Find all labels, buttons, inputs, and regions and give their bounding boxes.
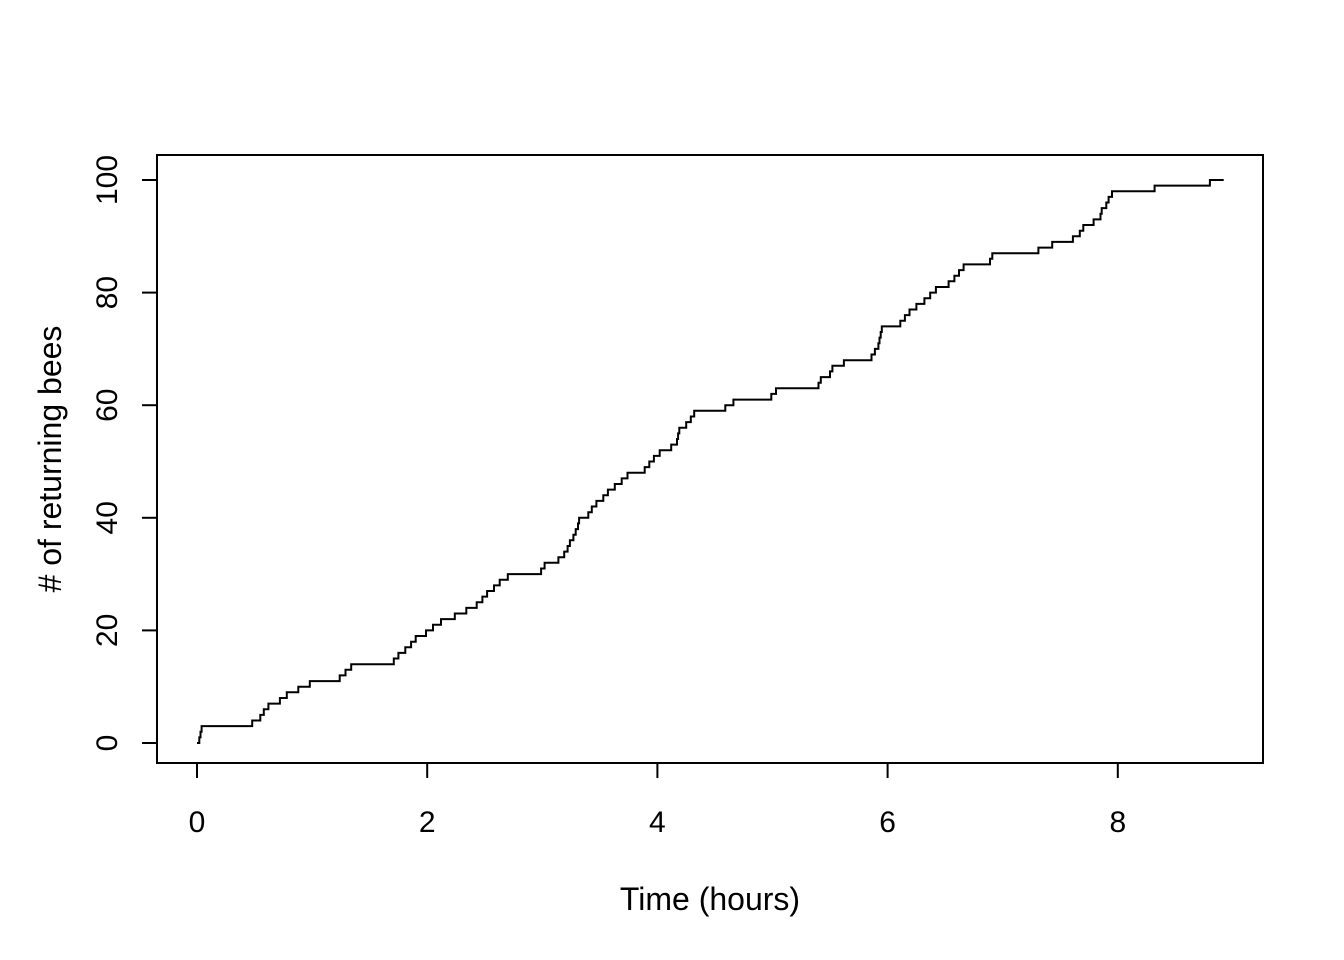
y-tick-label: 0 — [91, 735, 124, 752]
x-axis-title: Time (hours) — [620, 881, 800, 917]
step-line — [197, 179, 1224, 744]
y-tick-label: 20 — [91, 614, 124, 647]
x-tick-label: 8 — [1109, 806, 1126, 839]
x-tick-label: 2 — [419, 806, 436, 839]
x-tick-label: 0 — [189, 806, 206, 839]
y-tick-label: 100 — [91, 155, 124, 205]
y-tick-label: 40 — [91, 501, 124, 534]
plot-border — [156, 154, 1264, 764]
x-tick-label: 6 — [879, 806, 896, 839]
y-tick-label: 80 — [91, 276, 124, 309]
y-tick-label: 60 — [91, 389, 124, 422]
y-axis-title: # of returning bees — [32, 326, 68, 593]
x-tick-label: 4 — [649, 806, 666, 839]
